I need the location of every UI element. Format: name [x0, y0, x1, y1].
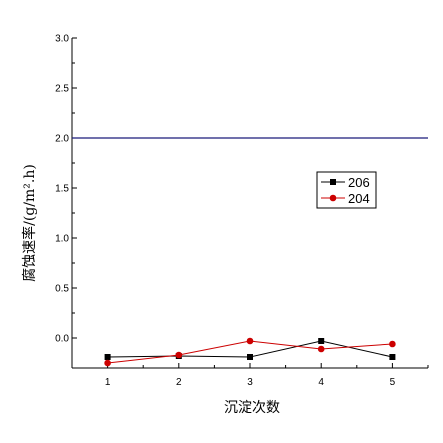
legend-marker	[330, 179, 336, 185]
y-tick-label: 2.0	[55, 134, 69, 145]
y-tick-label: 0.5	[55, 284, 69, 295]
data-point	[317, 345, 325, 353]
y-axis-title: 腐蚀速率/(g/m².h)	[21, 164, 38, 282]
data-point	[247, 354, 253, 360]
data-point	[389, 354, 396, 360]
legend-label: 206	[348, 175, 370, 190]
legend-marker	[329, 194, 337, 202]
axes: 0.0 0.5 1.0 1.5 2.0 2.5 3.0 1 2 3 4 5	[55, 34, 429, 388]
x-tick-label: 4	[318, 377, 324, 388]
series-layer	[104, 337, 396, 367]
data-point	[246, 337, 254, 345]
x-tick-label: 5	[390, 377, 396, 388]
data-point	[104, 354, 111, 360]
y-tick-label: 0.0	[55, 334, 69, 345]
y-tick-label: 1.5	[55, 184, 69, 195]
data-point	[175, 351, 183, 359]
y-tick-label: 2.5	[55, 84, 69, 95]
y-tick-label: 1.0	[55, 234, 69, 245]
series-204	[104, 337, 396, 367]
x-tick-label: 1	[105, 377, 111, 388]
data-point	[389, 340, 396, 348]
legend-item-204: 204	[321, 191, 370, 206]
x-tick-label: 3	[247, 377, 253, 388]
data-point	[104, 359, 111, 367]
y-tick-label: 3.0	[55, 34, 69, 45]
x-tick-label: 2	[176, 377, 182, 388]
legend-box	[316, 171, 377, 209]
x-axis-title: 沉淀次数	[224, 400, 280, 416]
legend-item-206: 206	[321, 175, 370, 190]
legend-label: 204	[348, 191, 370, 206]
data-point	[318, 338, 325, 344]
